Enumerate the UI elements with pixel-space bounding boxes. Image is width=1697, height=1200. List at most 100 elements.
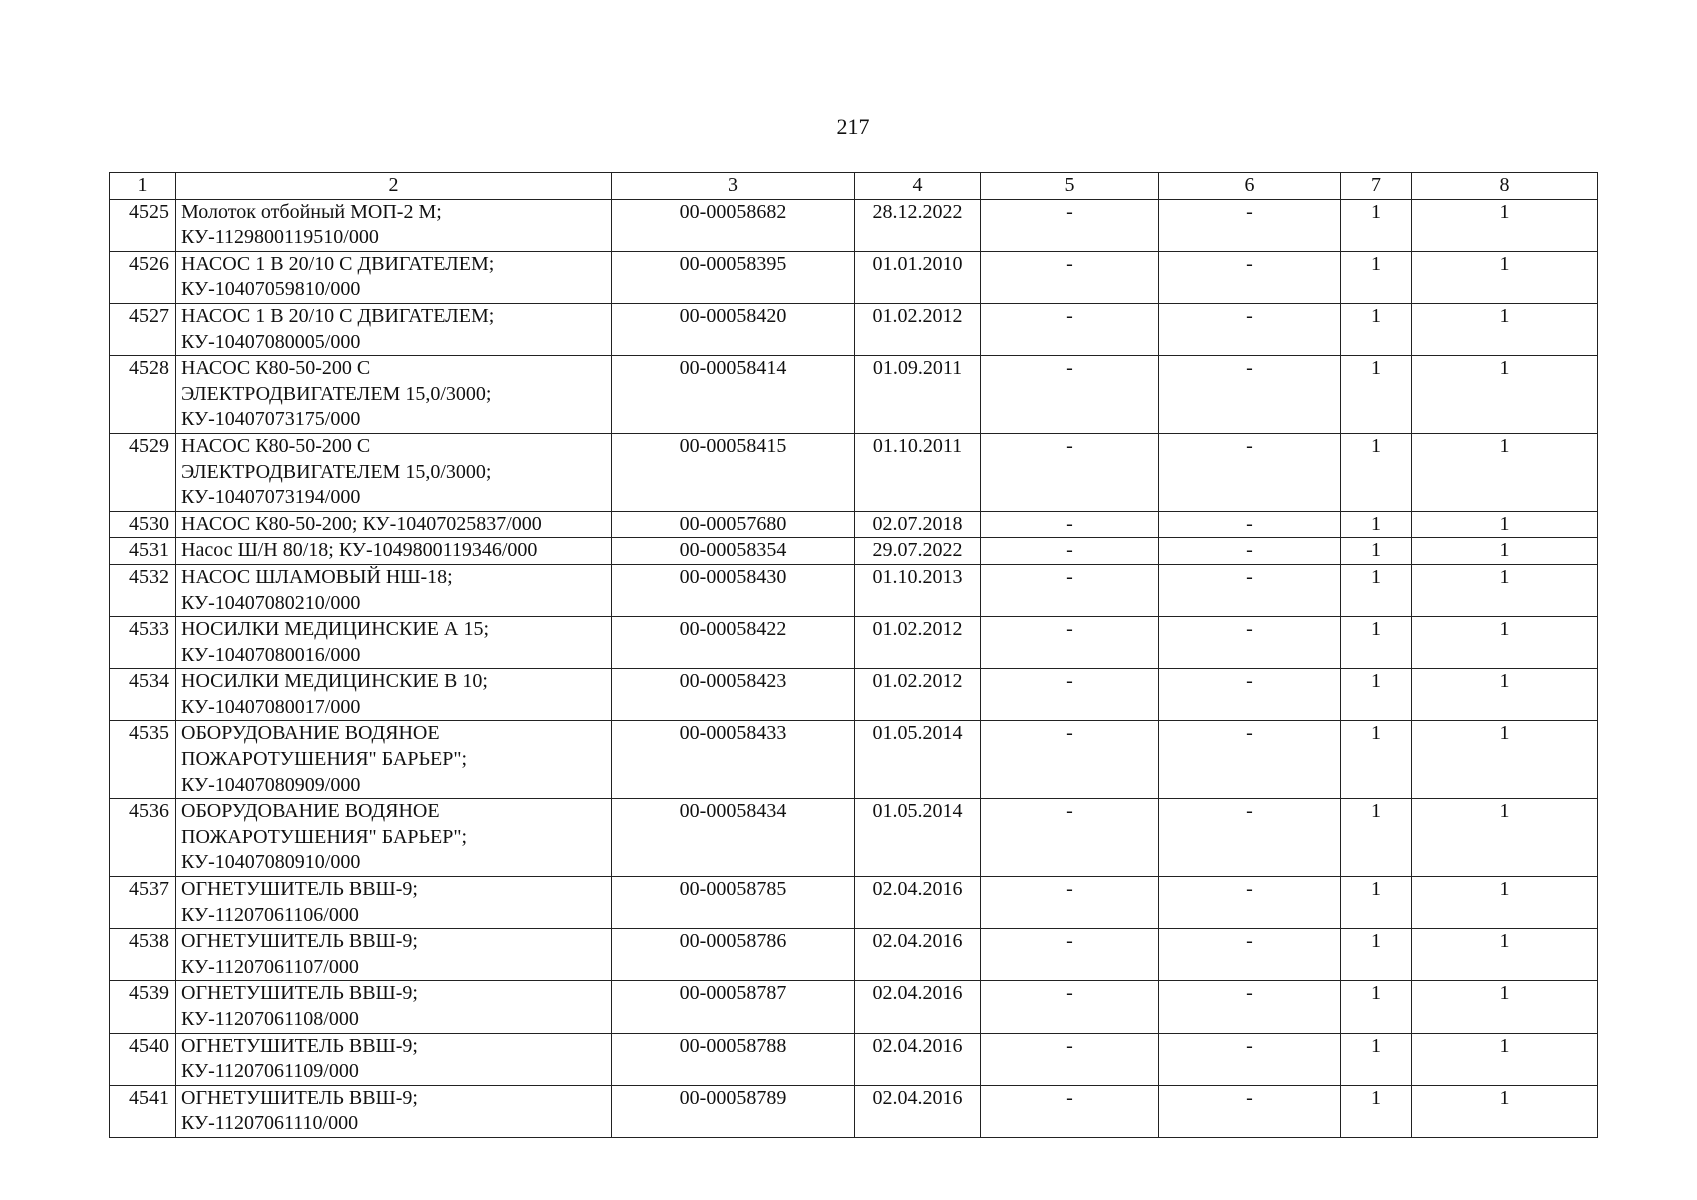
cell-item-name: НАСОС К80-50-200 С ЭЛЕКТРОДВИГАТЕЛЕМ 15,… <box>175 432 612 512</box>
cell-col-6: - <box>1158 432 1341 512</box>
cell-row-number: 4532 <box>109 563 176 618</box>
column-header-7: 7 <box>1340 172 1412 200</box>
table-row: 4533 НОСИЛКИ МЕДИЦИНСКИЕ А 15; КУ-1040708… <box>109 616 1598 670</box>
cell-item-name: ОГНЕТУШИТЕЛЬ ВВШ-9; КУ-11207061110/000 <box>175 1084 612 1138</box>
cell-col-8: 1 <box>1411 928 1598 982</box>
cell-row-number: 4536 <box>109 798 176 878</box>
cell-date: 01.02.2012 <box>854 616 981 670</box>
cell-col-5: - <box>980 720 1159 800</box>
cell-col-8: 1 <box>1411 537 1598 565</box>
cell-col-7: 1 <box>1340 616 1412 670</box>
cell-row-number: 4531 <box>109 537 176 565</box>
cell-inventory-number: 00-00058682 <box>611 198 855 252</box>
cell-item-name: ОБОРУДОВАНИЕ ВОДЯНОЕ ПОЖАРОТУШЕНИЯ" БАРЬ… <box>175 798 612 878</box>
cell-col-8: 1 <box>1411 1084 1598 1138</box>
table-row: 4529 НАСОС К80-50-200 С ЭЛЕКТРОДВИГАТЕЛЕМ… <box>109 432 1598 512</box>
table-row: 4531 Насос Ш/Н 80/18; КУ-1049800119346/00… <box>109 537 1598 565</box>
cell-col-5: - <box>980 198 1159 252</box>
table-row: 4538 ОГНЕТУШИТЕЛЬ ВВШ-9; КУ-11207061107/0… <box>109 928 1598 982</box>
cell-col-7: 1 <box>1340 720 1412 800</box>
cell-col-6: - <box>1158 720 1341 800</box>
cell-col-5: - <box>980 798 1159 878</box>
cell-item-name: ОГНЕТУШИТЕЛЬ ВВШ-9; КУ-11207061107/000 <box>175 928 612 982</box>
cell-col-7: 1 <box>1340 537 1412 565</box>
cell-item-name: НАСОС К80-50-200; КУ-10407025837/000 <box>175 510 612 539</box>
cell-row-number: 4529 <box>109 432 176 512</box>
cell-col-5: - <box>980 537 1159 565</box>
cell-col-7: 1 <box>1340 250 1412 304</box>
cell-col-8: 1 <box>1411 720 1598 800</box>
cell-col-8: 1 <box>1411 668 1598 722</box>
cell-col-6: - <box>1158 302 1341 357</box>
cell-row-number: 4533 <box>109 616 176 670</box>
cell-date: 02.04.2016 <box>854 928 981 982</box>
cell-col-7: 1 <box>1340 1032 1412 1086</box>
cell-col-8: 1 <box>1411 1032 1598 1086</box>
page-number: 217 <box>836 114 870 139</box>
cell-date: 01.10.2011 <box>854 432 981 512</box>
cell-col-5: - <box>980 563 1159 618</box>
cell-col-6: - <box>1158 616 1341 670</box>
cell-col-7: 1 <box>1340 302 1412 357</box>
cell-date: 01.10.2013 <box>854 563 981 618</box>
table-row: 4530 НАСОС К80-50-200; КУ-10407025837/000… <box>109 510 1598 539</box>
cell-col-5: - <box>980 668 1159 722</box>
cell-col-7: 1 <box>1340 876 1412 930</box>
cell-row-number: 4530 <box>109 510 176 539</box>
table-row: 4539 ОГНЕТУШИТЕЛЬ ВВШ-9; КУ-11207061108/0… <box>109 980 1598 1034</box>
cell-col-5: - <box>980 250 1159 304</box>
cell-col-6: - <box>1158 250 1341 304</box>
table-row: 4525 Молоток отбойный МОП-2 М; КУ-1129800… <box>109 198 1598 252</box>
cell-inventory-number: 00-00058415 <box>611 432 855 512</box>
cell-inventory-number: 00-00058433 <box>611 720 855 800</box>
cell-col-8: 1 <box>1411 798 1598 878</box>
cell-item-name: НАСОС 1 В 20/10 С ДВИГАТЕЛЕМ; КУ-1040708… <box>175 302 612 357</box>
cell-col-7: 1 <box>1340 1084 1412 1138</box>
cell-col-6: - <box>1158 1032 1341 1086</box>
column-header-2: 2 <box>175 172 612 200</box>
cell-inventory-number: 00-00058423 <box>611 668 855 722</box>
cell-date: 29.07.2022 <box>854 537 981 565</box>
cell-col-7: 1 <box>1340 980 1412 1034</box>
column-header-4: 4 <box>854 172 981 200</box>
table-row: 4528 НАСОС К80-50-200 С ЭЛЕКТРОДВИГАТЕЛЕМ… <box>109 355 1598 434</box>
cell-date: 01.01.2010 <box>854 250 981 304</box>
cell-inventory-number: 00-00058422 <box>611 616 855 670</box>
cell-row-number: 4537 <box>109 876 176 930</box>
column-header-3: 3 <box>611 172 855 200</box>
cell-inventory-number: 00-00058785 <box>611 876 855 930</box>
cell-col-5: - <box>980 616 1159 670</box>
column-header-6: 6 <box>1158 172 1341 200</box>
cell-inventory-number: 00-00058787 <box>611 980 855 1034</box>
table-row: 4535 ОБОРУДОВАНИЕ ВОДЯНОЕ ПОЖАРОТУШЕНИЯ" … <box>109 720 1598 800</box>
cell-inventory-number: 00-00058395 <box>611 250 855 304</box>
cell-item-name: НОСИЛКИ МЕДИЦИНСКИЕ А 15; КУ-10407080016… <box>175 616 612 670</box>
cell-col-6: - <box>1158 198 1341 252</box>
cell-date: 02.04.2016 <box>854 980 981 1034</box>
cell-col-8: 1 <box>1411 198 1598 252</box>
cell-item-name: НАСОС 1 В 20/10 С ДВИГАТЕЛЕМ; КУ-1040705… <box>175 250 612 304</box>
cell-inventory-number: 00-00058420 <box>611 302 855 357</box>
cell-inventory-number: 00-00057680 <box>611 510 855 539</box>
cell-row-number: 4541 <box>109 1084 176 1138</box>
cell-item-name: ОБОРУДОВАНИЕ ВОДЯНОЕ ПОЖАРОТУШЕНИЯ" БАРЬ… <box>175 720 612 800</box>
table-row: 4534 НОСИЛКИ МЕДИЦИНСКИЕ В 10; КУ-1040708… <box>109 668 1598 722</box>
cell-col-5: - <box>980 302 1159 357</box>
cell-inventory-number: 00-00058414 <box>611 355 855 434</box>
column-header-5: 5 <box>980 172 1159 200</box>
cell-inventory-number: 00-00058786 <box>611 928 855 982</box>
table-row: 4527 НАСОС 1 В 20/10 С ДВИГАТЕЛЕМ; КУ-104… <box>109 302 1598 357</box>
cell-date: 02.04.2016 <box>854 1032 981 1086</box>
cell-col-7: 1 <box>1340 432 1412 512</box>
cell-inventory-number: 00-00058430 <box>611 563 855 618</box>
cell-col-7: 1 <box>1340 798 1412 878</box>
cell-col-5: - <box>980 1084 1159 1138</box>
cell-date: 02.04.2016 <box>854 876 981 930</box>
cell-col-5: - <box>980 980 1159 1034</box>
cell-date: 01.05.2014 <box>854 798 981 878</box>
cell-date: 02.04.2016 <box>854 1084 981 1138</box>
cell-item-name: ОГНЕТУШИТЕЛЬ ВВШ-9; КУ-11207061108/000 <box>175 980 612 1034</box>
cell-inventory-number: 00-00058354 <box>611 537 855 565</box>
table-row: 4540 ОГНЕТУШИТЕЛЬ ВВШ-9; КУ-11207061109/0… <box>109 1032 1598 1086</box>
